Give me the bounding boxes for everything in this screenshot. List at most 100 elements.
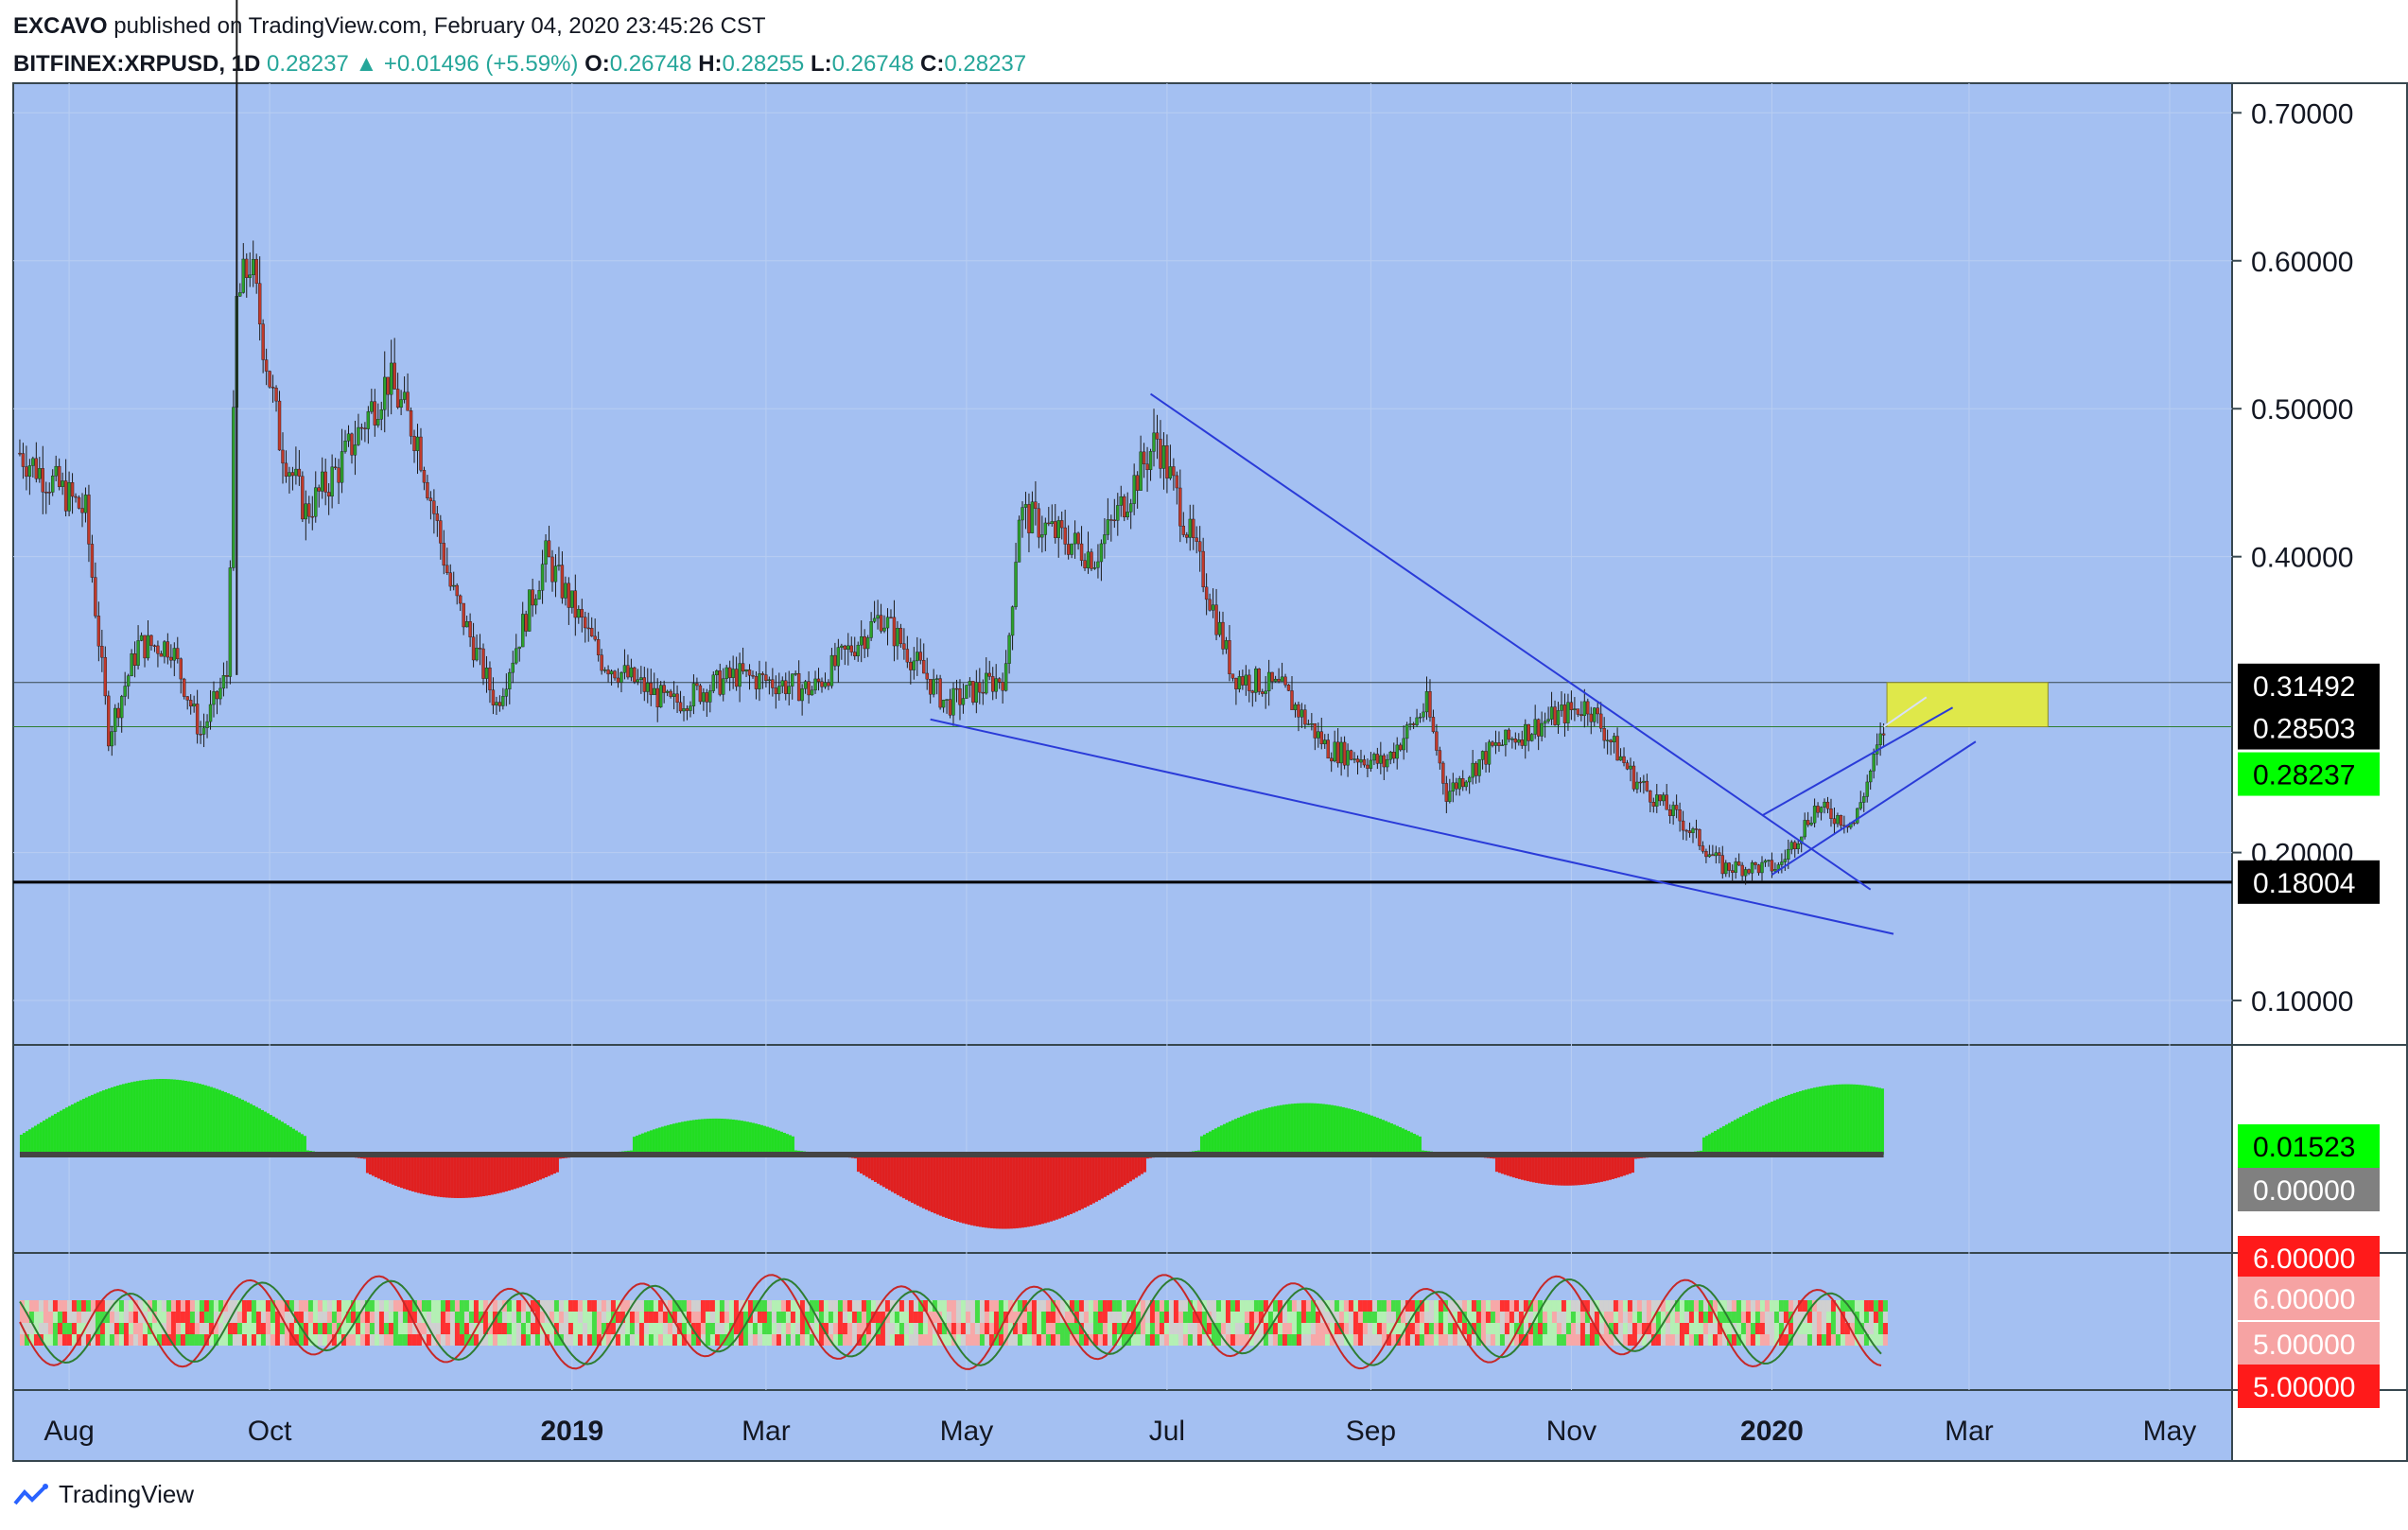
candle-body bbox=[1596, 707, 1599, 715]
histogram-bar bbox=[110, 1087, 113, 1155]
oscillator-cell bbox=[714, 1312, 720, 1323]
oscillator-cell bbox=[1655, 1312, 1661, 1323]
oscillator-cell bbox=[1750, 1323, 1755, 1334]
candle-body bbox=[997, 678, 1002, 683]
histogram-bar bbox=[1262, 1108, 1265, 1155]
oscillator-cell bbox=[317, 1300, 323, 1312]
oscillator-cell bbox=[965, 1312, 970, 1323]
oscillator-cell bbox=[1263, 1334, 1268, 1346]
oscillator-cell bbox=[1225, 1323, 1230, 1334]
oscillator-cell bbox=[1163, 1323, 1169, 1334]
oscillator-cell bbox=[1485, 1323, 1491, 1334]
oscillator-cell bbox=[1305, 1300, 1311, 1312]
histogram-bar bbox=[995, 1155, 999, 1229]
publisher-name[interactable]: EXCAVO bbox=[13, 13, 108, 39]
oscillator-cell bbox=[426, 1300, 431, 1312]
candle-body bbox=[764, 674, 768, 682]
histogram-bar bbox=[252, 1105, 255, 1155]
candle-body bbox=[1658, 794, 1662, 802]
candle-body bbox=[758, 673, 761, 689]
oscillator-cell bbox=[993, 1334, 999, 1346]
oscillator-cell bbox=[960, 1312, 966, 1323]
oscillator-cell bbox=[511, 1312, 516, 1323]
oscillator-cell bbox=[1873, 1334, 1878, 1346]
oscillator-cell bbox=[1040, 1323, 1046, 1334]
oscillator-cell bbox=[298, 1300, 304, 1312]
candle-body bbox=[1760, 861, 1764, 874]
oscillator-cell bbox=[979, 1323, 985, 1334]
oscillator-cell bbox=[530, 1300, 535, 1312]
oscillator-cell bbox=[686, 1312, 691, 1323]
histogram-bar bbox=[1577, 1155, 1580, 1186]
histogram-bar bbox=[555, 1155, 559, 1173]
oscillator-cell bbox=[1589, 1323, 1595, 1334]
candle-body bbox=[1622, 756, 1626, 763]
oscillator-cell bbox=[449, 1323, 455, 1334]
oscillator-cell bbox=[1816, 1323, 1822, 1334]
oscillator-cell bbox=[355, 1300, 360, 1312]
oscillator-cell bbox=[705, 1312, 710, 1323]
histogram-bar bbox=[1001, 1155, 1004, 1229]
oscillator-cell bbox=[497, 1334, 502, 1346]
footer-brand[interactable]: TradingView bbox=[13, 1480, 194, 1509]
oscillator-cell bbox=[1840, 1300, 1845, 1312]
histogram-bar bbox=[447, 1155, 451, 1198]
oscillator-cell bbox=[941, 1323, 947, 1334]
candle-body bbox=[1839, 815, 1843, 826]
oscillator-cell bbox=[1234, 1312, 1240, 1323]
oscillator-cell bbox=[894, 1300, 899, 1312]
oscillator-cell bbox=[1769, 1334, 1774, 1346]
histogram-bar bbox=[382, 1155, 386, 1182]
low-label: L: bbox=[810, 51, 832, 77]
candle-body bbox=[744, 669, 748, 672]
oscillator-cell bbox=[1173, 1300, 1178, 1312]
oscillator-cell bbox=[1097, 1300, 1103, 1312]
oscillator-cell bbox=[411, 1334, 417, 1346]
histogram-bar bbox=[532, 1155, 536, 1182]
oscillator-cell bbox=[1405, 1312, 1410, 1323]
oscillator-cell bbox=[1873, 1323, 1878, 1334]
oscillator-cell bbox=[241, 1312, 247, 1323]
oscillator-cell bbox=[572, 1323, 578, 1334]
oscillator-cell bbox=[388, 1334, 393, 1346]
oscillator-cell bbox=[218, 1323, 223, 1334]
candle-body bbox=[132, 653, 137, 666]
oscillator-cell bbox=[794, 1334, 800, 1346]
oscillator-cell bbox=[203, 1300, 209, 1312]
histogram-bar bbox=[1307, 1103, 1311, 1155]
oscillator-cell bbox=[813, 1300, 819, 1312]
oscillator-cell bbox=[1499, 1312, 1505, 1323]
histogram-bar bbox=[706, 1119, 709, 1155]
oscillator-cell bbox=[899, 1323, 904, 1334]
histogram-bar bbox=[1741, 1115, 1745, 1155]
histogram-bar bbox=[901, 1155, 905, 1199]
oscillator-cell bbox=[567, 1334, 573, 1346]
oscillator-cell bbox=[104, 1334, 110, 1346]
oscillator-cell bbox=[1438, 1312, 1443, 1323]
oscillator-cell bbox=[397, 1300, 403, 1312]
candle-body bbox=[199, 734, 202, 736]
symbol-name[interactable]: BITFINEX:XRPUSD, 1D bbox=[13, 51, 261, 77]
oscillator-cell bbox=[170, 1323, 176, 1334]
candle-body bbox=[905, 649, 910, 663]
oscillator-cell bbox=[1736, 1312, 1741, 1323]
oscillator-cell bbox=[1442, 1312, 1448, 1323]
candle-body bbox=[458, 595, 462, 604]
oscillator-cell bbox=[534, 1323, 540, 1334]
oscillator-cell bbox=[227, 1300, 233, 1312]
candle-body bbox=[1694, 828, 1699, 830]
oscillator-cell bbox=[676, 1300, 682, 1312]
oscillator-cell bbox=[57, 1334, 62, 1346]
oscillator-cell bbox=[1665, 1300, 1670, 1312]
oscillator-cell bbox=[1154, 1334, 1160, 1346]
histogram-bar bbox=[450, 1155, 454, 1198]
oscillator-cell bbox=[572, 1300, 578, 1312]
oscillator-cell bbox=[492, 1334, 497, 1346]
oscillator-cell bbox=[218, 1334, 223, 1346]
price-label: 0.28237 bbox=[2253, 760, 2355, 791]
candle-body bbox=[1317, 731, 1320, 739]
x-axis-tick-label: Oct bbox=[248, 1416, 292, 1447]
price-label-bg bbox=[2238, 663, 2380, 707]
oscillator-cell bbox=[605, 1334, 611, 1346]
